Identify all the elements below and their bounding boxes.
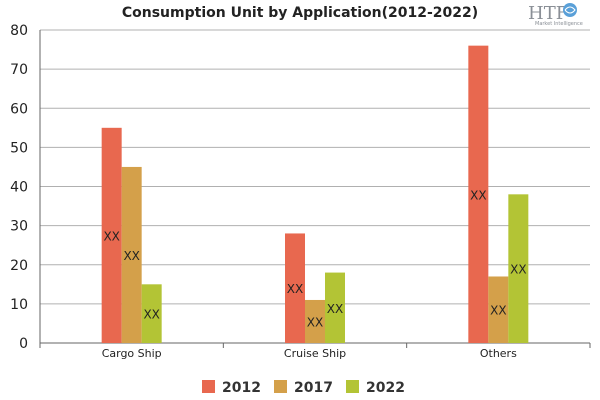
data-label: XX xyxy=(327,302,343,316)
x-axis: Cargo Ship Cruise Ship Others xyxy=(39,343,591,360)
legend-label: 2022 xyxy=(366,380,405,396)
logo-text: HTF xyxy=(528,3,568,24)
y-tick-label: 80 xyxy=(10,23,28,39)
chart-title: Consumption Unit by Application(2012-202… xyxy=(122,5,478,21)
bar xyxy=(468,45,489,344)
data-label: XX xyxy=(123,249,139,263)
legend-swatch xyxy=(346,380,359,393)
bar xyxy=(101,127,122,343)
data-label: XX xyxy=(143,308,159,322)
legend: 2012 2017 2022 xyxy=(202,380,405,396)
bar xyxy=(141,284,162,343)
bar xyxy=(285,233,305,343)
data-label: XX xyxy=(490,304,506,318)
y-tick-label: 20 xyxy=(10,258,28,274)
bar xyxy=(121,166,142,343)
legend-label: 2012 xyxy=(222,380,261,396)
y-tick-label: 0 xyxy=(19,336,28,352)
x-tick-label: Cruise Ship xyxy=(284,347,346,360)
logo-globe-icon xyxy=(563,3,577,17)
data-label: XX xyxy=(103,229,119,243)
htf-logo: HTF Market Intelligence xyxy=(528,3,583,27)
bar xyxy=(305,299,325,343)
data-label: XX xyxy=(307,315,323,329)
y-tick-label: 10 xyxy=(10,297,28,313)
logo-globe-line xyxy=(564,6,576,14)
data-label: XX xyxy=(287,282,303,296)
y-tick-label: 70 xyxy=(10,62,28,78)
bar xyxy=(488,276,509,343)
x-tick-label: Cargo Ship xyxy=(102,347,162,360)
bars: XX XX XX XX XX XX XX XX XX xyxy=(101,45,529,344)
logo-subtext: Market Intelligence xyxy=(535,21,583,27)
y-axis: 0 10 20 30 40 50 60 70 80 xyxy=(10,23,41,352)
y-tick-label: 40 xyxy=(10,180,28,196)
bar xyxy=(508,194,529,343)
data-label: XX xyxy=(510,263,526,277)
y-tick-label: 60 xyxy=(10,101,28,117)
bar xyxy=(325,272,345,343)
y-tick-label: 30 xyxy=(10,219,28,235)
legend-label: 2017 xyxy=(294,380,333,396)
x-tick-label: Others xyxy=(480,347,517,360)
y-tick-label: 50 xyxy=(10,140,28,156)
legend-swatch xyxy=(274,380,287,393)
data-label: XX xyxy=(470,188,486,202)
legend-swatch xyxy=(202,380,215,393)
